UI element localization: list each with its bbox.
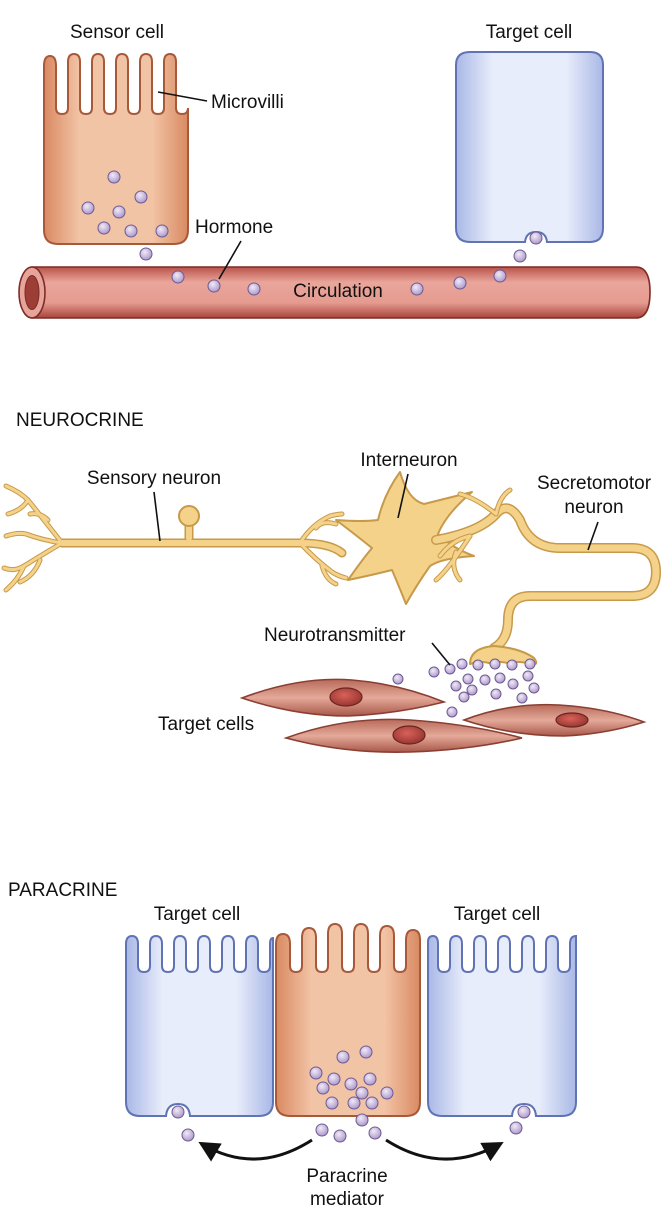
microvilli-label: Microvilli [211,92,284,113]
paracrine-mediator-granules [171,1045,531,1143]
sensory-neuron-leader [153,491,161,542]
neurocrine-panel: NEUROCRINE [1,410,661,754]
neurotransmitter-label: Neurotransmitter [264,625,406,646]
target-cell-label: Target cell [486,22,573,43]
hormone-granules [139,231,543,296]
paracrine-mediator-label-line1: Paracrine [306,1166,387,1187]
secretomotor-label-line2: neuron [564,497,623,518]
neurotransmitter-granules [392,658,540,718]
circulation-label: Circulation [293,281,383,302]
paracrine-mediator-label-line2: mediator [310,1189,385,1210]
secretomotor-label-line1: Secretomotor [537,473,652,494]
interneuron-label: Interneuron [360,450,457,471]
paracrine-right-target-cell [427,934,577,1117]
paracrine-left-target-cell [125,934,274,1117]
neurocrine-title: NEUROCRINE [16,410,144,431]
endocrine-panel: Sensor cell Microvilli Target cell Hormo… [18,22,651,319]
paracrine-right-target-label: Target cell [454,904,541,925]
sensor-cell-label: Sensor cell [70,22,164,43]
interneuron-leader [397,473,409,519]
smooth-muscle-cells [239,678,647,754]
hormone-leader [218,240,242,280]
sensor-cell [43,52,189,245]
secretomotor-neuron [431,487,661,666]
hormone-label: Hormone [195,217,273,238]
sensor-cell-granules [81,170,169,238]
endocrine-target-cell [455,51,604,243]
paracrine-title: PARACRINE [8,880,117,901]
target-cells-label: Target cells [158,714,254,735]
paracrine-left-target-label: Target cell [154,904,241,925]
right-diffusion-arrow [385,1138,504,1162]
microvilli-leader [157,91,208,102]
sensory-neuron [1,483,349,593]
neurotransmitter-leader [431,642,451,666]
interneuron-cell [335,471,475,605]
paracrine-panel: PARACRINE [8,880,577,1210]
left-diffusion-arrow [198,1138,313,1162]
secretomotor-leader [587,521,599,551]
sensory-neuron-label: Sensory neuron [87,468,221,489]
